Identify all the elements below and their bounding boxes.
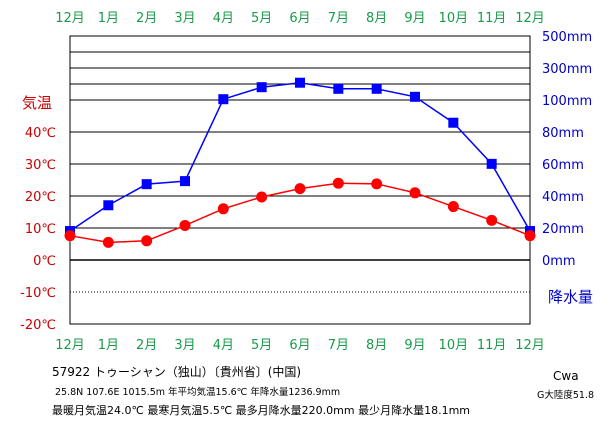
precipitation-point — [180, 176, 190, 187]
month-label-top: 3月 — [174, 11, 195, 26]
temperature-point — [524, 230, 536, 242]
temperature-point — [447, 201, 459, 213]
temperature-point — [294, 183, 306, 195]
month-label-bottom: 6月 — [289, 338, 310, 353]
temperature-tick-label: 30℃ — [25, 158, 56, 173]
temperature-tick-labels: 40℃ 30℃ 20℃ 10℃ 0℃ -10℃ -20℃ — [20, 126, 56, 333]
grid-lines — [69, 35, 531, 325]
month-label-top: 2月 — [136, 11, 157, 26]
month-label-top: 11月 — [477, 11, 507, 26]
temperature-point — [332, 177, 344, 189]
month-label-bottom: 4月 — [213, 338, 234, 353]
precipitation-point — [218, 94, 229, 105]
temperature-tick-label: -20℃ — [20, 318, 56, 333]
temperature-tick-label: 40℃ — [25, 126, 56, 141]
month-label-bottom: 2月 — [136, 338, 157, 353]
precipitation-tick-label: 60mm — [542, 158, 584, 173]
month-label-top: 12月 — [55, 11, 85, 26]
temperature-point — [217, 203, 229, 215]
month-label-top: 5月 — [251, 11, 272, 26]
temperature-point — [179, 219, 191, 231]
month-label-bottom: 5月 — [251, 338, 272, 353]
precipitation-tick-label: 300mm — [542, 62, 592, 77]
precipitation-point — [371, 83, 382, 94]
month-label-bottom: 1月 — [98, 338, 119, 353]
precipitation-tick-label: 0mm — [542, 254, 576, 269]
temperature-tick-label: 10℃ — [25, 222, 56, 237]
month-label-top: 8月 — [366, 11, 387, 26]
precipitation-point — [103, 200, 114, 211]
plot-frame — [69, 35, 531, 325]
month-labels-top: 12月 1月 2月 3月 4月 5月 6月 7月 8月 9月 10月 11月 12月 — [55, 11, 545, 26]
month-labels-bottom: 12月 1月 2月 3月 4月 5月 6月 7月 8月 9月 10月 11月 12月 — [55, 338, 545, 353]
temperature-point — [64, 230, 76, 242]
precipitation-tick-labels: 500mm 300mm 100mm 80mm 60mm 40mm 20mm 0mm — [542, 30, 592, 269]
temperature-point — [102, 236, 114, 248]
precipitation-point — [256, 82, 267, 93]
month-label-top: 7月 — [328, 11, 349, 26]
month-label-top: 1月 — [98, 11, 119, 26]
month-label-bottom: 8月 — [366, 338, 387, 353]
continentality-note: G大陸度51.8 — [537, 389, 594, 401]
precipitation-point — [448, 117, 459, 128]
temperature-point — [486, 214, 498, 226]
temperature-tick-label: 20℃ — [25, 190, 56, 205]
temperature-tick-label: 0℃ — [33, 254, 56, 269]
temperature-point — [371, 178, 383, 190]
precipitation-point — [333, 83, 344, 94]
temperature-point — [409, 187, 421, 199]
month-label-top: 10月 — [439, 11, 469, 26]
precipitation-tick-label: 40mm — [542, 190, 584, 205]
station-title: 57922 トゥーシャン（独山）〔貴州省〕(中国) — [52, 364, 301, 379]
temperature-tick-label: -10℃ — [20, 286, 56, 301]
precipitation-tick-label: 100mm — [542, 94, 592, 109]
climate-class: Cwa — [553, 369, 579, 383]
precipitation-tick-label: 80mm — [542, 126, 584, 141]
month-label-top: 9月 — [404, 11, 425, 26]
precipitation-tick-label: 20mm — [542, 222, 584, 237]
precipitation-tick-label: 500mm — [542, 30, 592, 45]
precipitation-point — [486, 158, 497, 169]
precipitation-axis-label: 降水量 — [548, 288, 593, 306]
station-info-line2: 最暖月気温24.0℃ 最寒月気温5.5℃ 最多月降水量220.0mm 最少月降水… — [52, 403, 470, 417]
month-label-bottom: 3月 — [174, 338, 195, 353]
month-label-bottom: 9月 — [404, 338, 425, 353]
month-label-bottom: 11月 — [477, 338, 507, 353]
month-label-bottom: 12月 — [515, 338, 545, 353]
month-label-bottom: 7月 — [328, 338, 349, 353]
precipitation-point — [141, 179, 152, 190]
precipitation-point — [410, 91, 420, 102]
temperature-axis-label: 気温 — [22, 94, 52, 112]
month-label-bottom: 10月 — [439, 338, 469, 353]
month-label-top: 6月 — [289, 11, 310, 26]
series-layer — [64, 77, 536, 248]
precipitation-point — [295, 77, 305, 88]
temperature-point — [256, 191, 268, 203]
month-label-bottom: 12月 — [55, 338, 85, 353]
temperature-point — [141, 235, 153, 247]
station-info-line1: 25.8N 107.6E 1015.5m 年平均気温15.6℃ 年降水量1236… — [55, 386, 340, 398]
month-label-top: 4月 — [213, 11, 234, 26]
month-label-top: 12月 — [515, 11, 545, 26]
